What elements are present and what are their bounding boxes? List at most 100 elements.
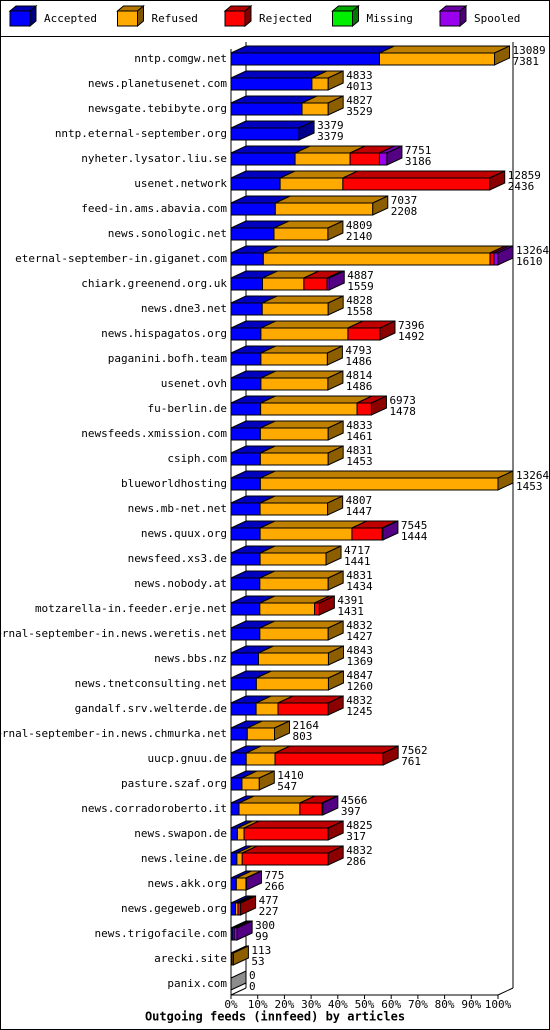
x-tick-label: 100% (485, 998, 512, 1011)
bar-segment (259, 627, 329, 641)
bar-segment (230, 302, 263, 316)
legend-label: Accepted (44, 12, 97, 25)
bar-segment (301, 102, 329, 116)
bar-side (382, 745, 399, 766)
accepted-label: 1610 (516, 255, 543, 268)
bar-segment (243, 827, 329, 841)
host-label: news.sonologic.net (108, 227, 227, 240)
bar-segment (230, 852, 238, 866)
axis-floor-left (230, 987, 247, 996)
bar-top (260, 320, 364, 329)
accepted-label: 1431 (337, 605, 364, 618)
host-label: eternal-september-in.news.weretis.net (0, 627, 227, 640)
bar-side (236, 920, 253, 941)
bar-side (327, 70, 344, 91)
bar-segment (230, 827, 238, 841)
x-tick-label: 90% (461, 998, 481, 1011)
offered-label: 13264 (516, 469, 549, 482)
x-tick-label: 80% (435, 998, 455, 1011)
host-label: news.dne3.net (141, 302, 227, 315)
x-tick-label: 0% (224, 998, 238, 1011)
accepted-label: 266 (264, 880, 284, 893)
bar-segment (230, 652, 260, 666)
host-label: news.gegeweb.org (121, 902, 227, 915)
bar-top (260, 395, 373, 404)
accepted-label: 1444 (401, 530, 428, 543)
bar-segment (259, 477, 499, 491)
bar-segment (303, 277, 328, 291)
host-label: nyheter.lysator.liu.se (81, 152, 227, 165)
host-label: blueworldhosting (121, 477, 227, 490)
bar-segment (299, 802, 323, 816)
bar-side (327, 370, 344, 391)
offered-label: 4831 (346, 569, 373, 582)
accepted-label: 3186 (405, 155, 432, 168)
host-label: paganini.bofh.team (108, 352, 228, 365)
bar-segment (230, 702, 257, 716)
accepted-label: 1453 (346, 455, 373, 468)
bar-segment (314, 602, 320, 616)
accepted-label: 1434 (346, 580, 373, 593)
host-label: nntp.eternal-september.org (55, 127, 227, 140)
offered-label: 3379 (317, 119, 344, 132)
accepted-label: 1369 (346, 655, 373, 668)
host-label: feed-in.ams.abavia.com (81, 202, 227, 215)
accepted-label: 317 (346, 830, 366, 843)
bar-segment (246, 727, 276, 741)
bar-side (232, 945, 249, 966)
bar-segment (259, 427, 329, 441)
accepted-label: 1453 (516, 480, 543, 493)
offered-label: 4566 (341, 794, 368, 807)
offered-label: 4807 (346, 494, 373, 507)
bar-segment (259, 527, 353, 541)
accepted-label: 4013 (346, 80, 373, 93)
bar-side (327, 95, 344, 116)
bar-top (342, 170, 505, 179)
bar-segment (238, 802, 301, 816)
bar-segment (342, 177, 491, 191)
bar-segment (259, 552, 327, 566)
bar-segment (294, 152, 351, 166)
bar-top (242, 845, 344, 854)
bar-segment (236, 827, 245, 841)
bar-segment (230, 727, 248, 741)
x-tick-label: 70% (408, 998, 428, 1011)
offered-label: 4717 (344, 544, 371, 557)
accepted-label: 2208 (391, 205, 418, 218)
bar-side (497, 470, 514, 491)
bar-segment (260, 402, 358, 416)
accepted-label: 1492 (398, 330, 425, 343)
host-label: news.tnetconsulting.net (75, 677, 227, 690)
bar-side (327, 645, 344, 666)
bar-top (379, 45, 510, 54)
bar-segment (311, 77, 329, 91)
bar-side (494, 45, 511, 66)
bar-side (327, 845, 344, 866)
host-label: eternal-september-in.giganet.com (15, 252, 227, 265)
offered-label: 775 (264, 869, 284, 882)
bar-segment (230, 52, 380, 66)
accepted-label: 99 (255, 930, 268, 943)
accepted-label: 2140 (346, 230, 373, 243)
offered-label: 4814 (346, 369, 373, 382)
bar-segment (262, 252, 491, 266)
bar-segment (241, 852, 329, 866)
bar-segment (493, 252, 499, 266)
legend-label: Refused (152, 12, 198, 25)
offered-label: 13089 (513, 44, 546, 57)
offered-label: 4391 (337, 594, 364, 607)
offered-label: 4843 (346, 644, 373, 657)
bar-segment (230, 902, 237, 916)
axis-floor-right (497, 987, 514, 996)
accepted-label: 1486 (345, 355, 372, 368)
accepted-label: 1559 (347, 280, 374, 293)
offered-label: 4887 (347, 269, 374, 282)
host-label: news.corradoroberto.it (81, 802, 227, 815)
bar-segment (230, 752, 247, 766)
bar-segment (230, 277, 264, 291)
bar-segment (259, 602, 316, 616)
host-label: usenet.ovh (161, 377, 227, 390)
bar-segment (241, 777, 260, 791)
